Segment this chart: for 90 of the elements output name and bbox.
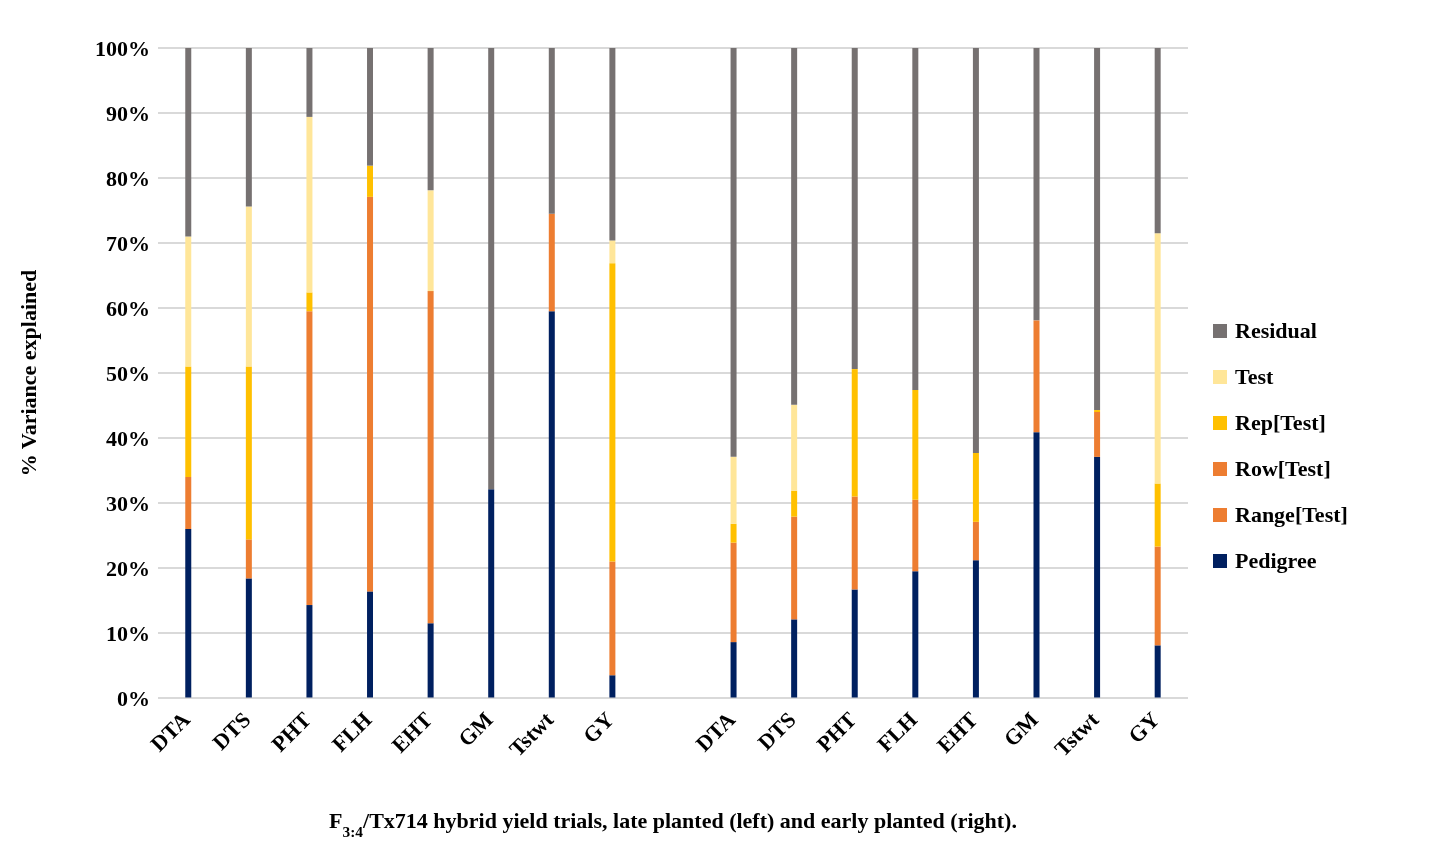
y-tick-label: 90% <box>106 100 150 126</box>
x-tick-label: GM <box>998 706 1044 752</box>
bar <box>548 213 555 312</box>
bar <box>1154 546 1161 646</box>
bar <box>972 452 979 522</box>
x-tick-label: DTA <box>690 706 741 757</box>
bar <box>245 578 252 698</box>
bar <box>1094 412 1101 457</box>
bar <box>245 206 252 367</box>
bar <box>1154 483 1161 547</box>
legend-label: Range[Test] <box>1235 502 1348 528</box>
x-tick-label: GY <box>1123 706 1165 748</box>
bar <box>972 521 979 561</box>
bar <box>609 561 616 676</box>
bar <box>609 240 616 264</box>
bar <box>851 589 858 698</box>
y-tick-label: 0% <box>117 685 150 711</box>
y-axis-title: % Variance explained <box>15 269 41 477</box>
bar <box>730 642 737 698</box>
legend-label: Row[Test] <box>1235 456 1331 482</box>
y-tick-label: 80% <box>106 165 150 191</box>
bar <box>427 190 434 292</box>
bar <box>306 292 313 312</box>
bar <box>245 539 252 579</box>
bar <box>1094 456 1101 698</box>
bar <box>791 48 798 405</box>
bar <box>367 196 374 592</box>
bar <box>791 490 798 517</box>
legend-label: Test <box>1235 364 1274 390</box>
legend-label: Rep[Test] <box>1235 410 1326 436</box>
x-tick-label: GM <box>453 706 498 752</box>
bar <box>427 291 434 624</box>
bar <box>488 489 495 698</box>
bar <box>609 48 616 241</box>
bar <box>609 675 616 698</box>
legend-label: Pedigree <box>1235 548 1317 574</box>
bar <box>791 619 798 698</box>
x-tick-label: GY <box>577 706 619 748</box>
bar <box>185 236 192 367</box>
bar <box>972 48 979 453</box>
bar <box>851 496 858 590</box>
bar <box>1154 48 1161 234</box>
bar <box>306 116 313 293</box>
bar <box>730 456 737 524</box>
bar <box>1033 320 1040 433</box>
bar <box>185 529 192 698</box>
bar <box>912 389 919 500</box>
bar <box>912 48 919 390</box>
bar <box>367 48 374 166</box>
y-tick-label: 50% <box>106 360 150 386</box>
bar <box>185 48 192 237</box>
bar <box>427 48 434 191</box>
bar <box>730 523 737 543</box>
bar <box>1033 432 1040 698</box>
bar <box>609 263 616 562</box>
x-axis-title: F$_{3:4}$/Tx714 hybrid yield trials, late planted (left) and early planted (right). <box>329 808 1017 840</box>
y-tick-label: 100% <box>95 35 150 61</box>
y-tick-label: 20% <box>106 555 150 581</box>
y-tick-label: 60% <box>106 295 150 321</box>
y-tick-label: 40% <box>106 425 150 451</box>
y-tick-label: 10% <box>106 620 150 646</box>
bar <box>791 516 798 620</box>
bar <box>912 499 919 572</box>
bar <box>1154 233 1161 484</box>
bar <box>1094 48 1101 411</box>
bar <box>185 477 192 529</box>
bar <box>791 404 798 491</box>
bar <box>185 366 192 477</box>
bar <box>427 623 434 698</box>
bar <box>306 48 313 117</box>
bar <box>1154 645 1161 698</box>
bar <box>306 311 313 606</box>
bar <box>1033 48 1040 321</box>
bar <box>851 369 858 497</box>
bar <box>245 366 252 540</box>
bar <box>730 542 737 643</box>
bar <box>730 48 737 457</box>
bar <box>245 48 252 207</box>
legend-label: Residual <box>1235 318 1317 344</box>
bar <box>851 48 858 370</box>
bar <box>488 48 495 490</box>
bar <box>306 605 313 698</box>
y-tick-label: 70% <box>106 230 150 256</box>
bar <box>548 311 555 698</box>
bar <box>548 48 555 214</box>
bar <box>367 591 374 698</box>
y-tick-label: 30% <box>106 490 150 516</box>
bar <box>912 571 919 698</box>
bar <box>972 560 979 698</box>
bar <box>367 165 374 197</box>
